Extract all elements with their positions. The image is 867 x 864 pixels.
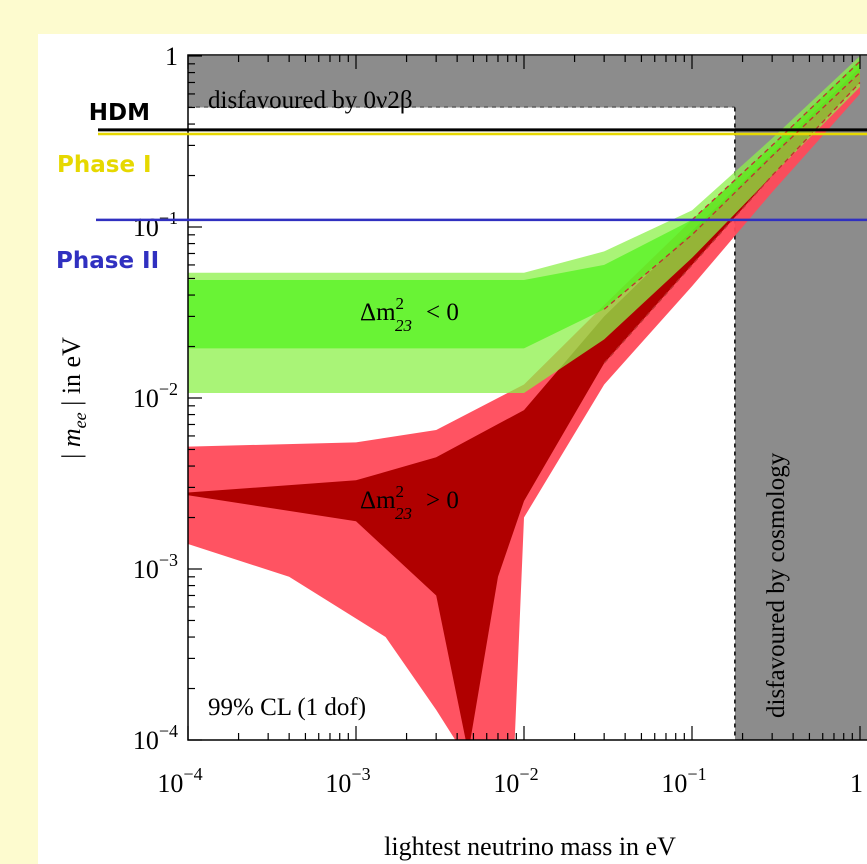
y-axis-title: | mee | in eV — [57, 337, 90, 459]
x-axis-title: lightest neutrino mass in eV — [384, 832, 676, 861]
x-tick-label: 10−3 — [325, 764, 370, 798]
phase-i-label: Phase I — [57, 152, 152, 178]
x-tick-label: 10−1 — [661, 764, 706, 798]
confidence-level-label: 99% CL (1 dof) — [208, 694, 366, 721]
y-tick-label: 10−4 — [133, 721, 178, 755]
y-tick-label: 10−2 — [133, 379, 178, 413]
y-tick-label: 1 — [165, 42, 178, 71]
x-tick-label: 10−2 — [493, 764, 538, 798]
reference-lines: HDM Phase I Phase II — [56, 100, 867, 274]
band-boundary-dashed-1 — [603, 72, 861, 310]
inverted-hierarchy-inner-band — [188, 59, 860, 349]
disfavoured-cosmology-label: disfavoured by cosmology — [763, 452, 790, 718]
x-tick-label: 10−4 — [157, 764, 202, 798]
y-tick-label: 10−3 — [133, 550, 178, 584]
x-tick-label: 1 — [850, 769, 863, 798]
phase-ii-label: Phase II — [56, 248, 159, 274]
disfavoured-0v2b-label: disfavoured by 0ν2β — [208, 87, 413, 114]
chart-text: disfavoured by 0ν2β disfavoured by cosmol… — [57, 87, 790, 861]
hdm-label: HDM — [89, 100, 150, 126]
band-boundary-dashed-0 — [691, 60, 861, 221]
normal-hierarchy-label: Δm2 23 > 0 — [360, 482, 459, 523]
axis-ticks — [187, 55, 861, 741]
y-tick-label: 10−1 — [133, 208, 178, 242]
inverted-hierarchy-label: Δm2 23 < 0 — [360, 294, 459, 335]
tick-labels: 10−4 10−3 10−2 10−1 1 10−4 10−3 10−2 10−1 1 — [133, 42, 863, 798]
